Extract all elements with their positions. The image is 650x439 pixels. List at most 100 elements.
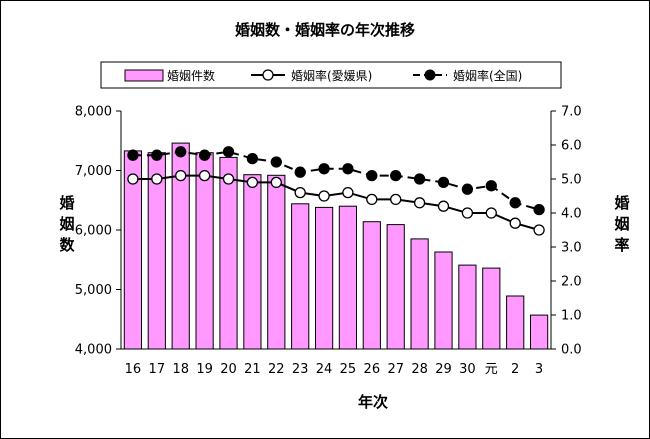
y-tick-label-right: 6.0 <box>561 139 582 154</box>
bar-27 <box>386 224 405 350</box>
bar-2 <box>506 295 525 350</box>
series-national-point-18 <box>175 146 187 158</box>
series-national-point-29 <box>437 176 450 189</box>
x-tick-label: 28 <box>411 362 428 377</box>
series-national-point-23 <box>294 166 306 178</box>
series-national-point-17 <box>151 149 163 161</box>
series-national-point-26 <box>366 169 378 182</box>
legend-label-line-nat: 婚姻率(全国) <box>453 68 522 83</box>
series-national-point-20 <box>222 146 235 158</box>
series-national-point-3 <box>533 203 545 216</box>
bar-23 <box>291 203 310 350</box>
x-tick-label: 24 <box>316 362 333 377</box>
legend: 婚姻件数 婚姻率(愛媛県) 婚姻率(全国) <box>100 61 562 89</box>
legend-swatch-bar <box>124 69 164 82</box>
series-national-point-19 <box>198 149 211 161</box>
x-tick-label: 21 <box>244 362 261 377</box>
series-national-point-28 <box>413 173 426 185</box>
x-tick-label: 23 <box>292 362 309 377</box>
x-axis-label: 年次 <box>358 393 388 411</box>
bar-29 <box>434 251 453 350</box>
x-tick-label: 27 <box>387 362 404 377</box>
series-prefecture-point-17 <box>151 173 163 185</box>
bar-3 <box>530 314 549 350</box>
x-tick-label: 26 <box>364 362 381 377</box>
legend-marker-nat <box>424 69 436 81</box>
y-tick-label-right: 5.0 <box>561 173 582 188</box>
legend-label-bar: 婚姻件数 <box>167 68 215 83</box>
series-prefecture-point-18 <box>175 169 187 182</box>
x-tick-label: 19 <box>196 362 213 377</box>
y-tick-label-right: 1.0 <box>561 309 582 324</box>
series-prefecture-point-元 <box>485 207 497 219</box>
legend-label-line-pref: 婚姻率(愛媛県) <box>291 68 372 83</box>
series-prefecture-point-30 <box>461 207 474 219</box>
series-prefecture-point-21 <box>246 176 259 189</box>
y-tick-label-right: 7.0 <box>561 105 582 120</box>
right-axis-label-char: 姻 <box>614 215 629 233</box>
line-series <box>127 146 545 236</box>
series-national-point-27 <box>390 169 402 182</box>
x-tick-label: 3 <box>535 362 543 377</box>
bar-24 <box>315 206 334 350</box>
bar-20 <box>219 156 238 350</box>
x-tick-label: 29 <box>435 362 452 377</box>
y-tick-label-left: 4,000 <box>75 343 112 358</box>
y-tick-label-left: 6,000 <box>75 224 112 239</box>
x-tick-label: 20 <box>220 362 237 377</box>
y-tick-label-right: 2.0 <box>561 275 582 290</box>
bar-21 <box>243 174 262 350</box>
x-tick-label: 22 <box>268 362 285 377</box>
series-prefecture-point-29 <box>437 200 450 212</box>
y-tick-label-left: 7,000 <box>75 164 112 179</box>
bar-30 <box>458 264 477 350</box>
y-tick-label-left: 8,000 <box>75 105 112 120</box>
series-line-national <box>132 150 540 211</box>
x-tick-label: 16 <box>125 362 142 377</box>
series-prefecture-point-28 <box>413 197 426 209</box>
bar-22 <box>267 174 286 350</box>
series-prefecture-point-26 <box>366 193 378 206</box>
bar-25 <box>338 205 357 350</box>
x-tick-label: 元 <box>485 362 498 377</box>
bar-series <box>123 142 549 350</box>
series-prefecture-point-25 <box>342 186 354 199</box>
series-prefecture-point-22 <box>270 176 282 189</box>
tick-labels: 4,000 5,000 6,000 7,000 8,000 0.0 1.0 2.0 3.0 4.0… <box>75 105 582 378</box>
legend-marker-pref <box>262 69 274 81</box>
left-axis-label-char: 婚 <box>59 194 74 212</box>
series-prefecture-point-2 <box>509 217 521 229</box>
series-prefecture-point-23 <box>294 186 306 199</box>
x-tick-label: 17 <box>149 362 166 377</box>
bar-26 <box>362 221 381 350</box>
series-prefecture-point-16 <box>127 173 139 185</box>
series-national-point-21 <box>246 152 259 165</box>
x-tick-label: 2 <box>511 362 519 377</box>
x-tick-label: 30 <box>459 362 476 377</box>
y-tick-label-right: 0.0 <box>561 343 582 358</box>
series-national-point-16 <box>127 149 139 161</box>
y-tick-label-left: 5,000 <box>75 283 112 298</box>
series-national-point-元 <box>485 180 497 192</box>
series-national-point-24 <box>318 163 330 175</box>
legend-box <box>100 61 562 89</box>
series-prefecture-point-24 <box>318 190 330 202</box>
series-national-point-25 <box>342 163 354 175</box>
y-axis-label-left: 婚姻数 <box>59 194 75 254</box>
bar-19 <box>195 152 214 350</box>
chart-title: 婚姻数・婚姻率の年次推移 <box>235 21 415 39</box>
x-tick-label: 25 <box>340 362 357 377</box>
series-prefecture-point-20 <box>222 173 235 185</box>
bar-元 <box>482 267 501 350</box>
series-national-point-22 <box>270 156 282 168</box>
axes <box>116 110 556 350</box>
left-axis-label-char: 数 <box>59 236 75 254</box>
x-tick-label: 18 <box>172 362 189 377</box>
bar-28 <box>410 238 429 350</box>
series-national-point-2 <box>509 197 521 209</box>
right-axis-label-char: 婚 <box>614 194 629 212</box>
y-axis-label-right: 婚姻率 <box>614 194 629 254</box>
right-axis-label-char: 率 <box>614 236 629 254</box>
